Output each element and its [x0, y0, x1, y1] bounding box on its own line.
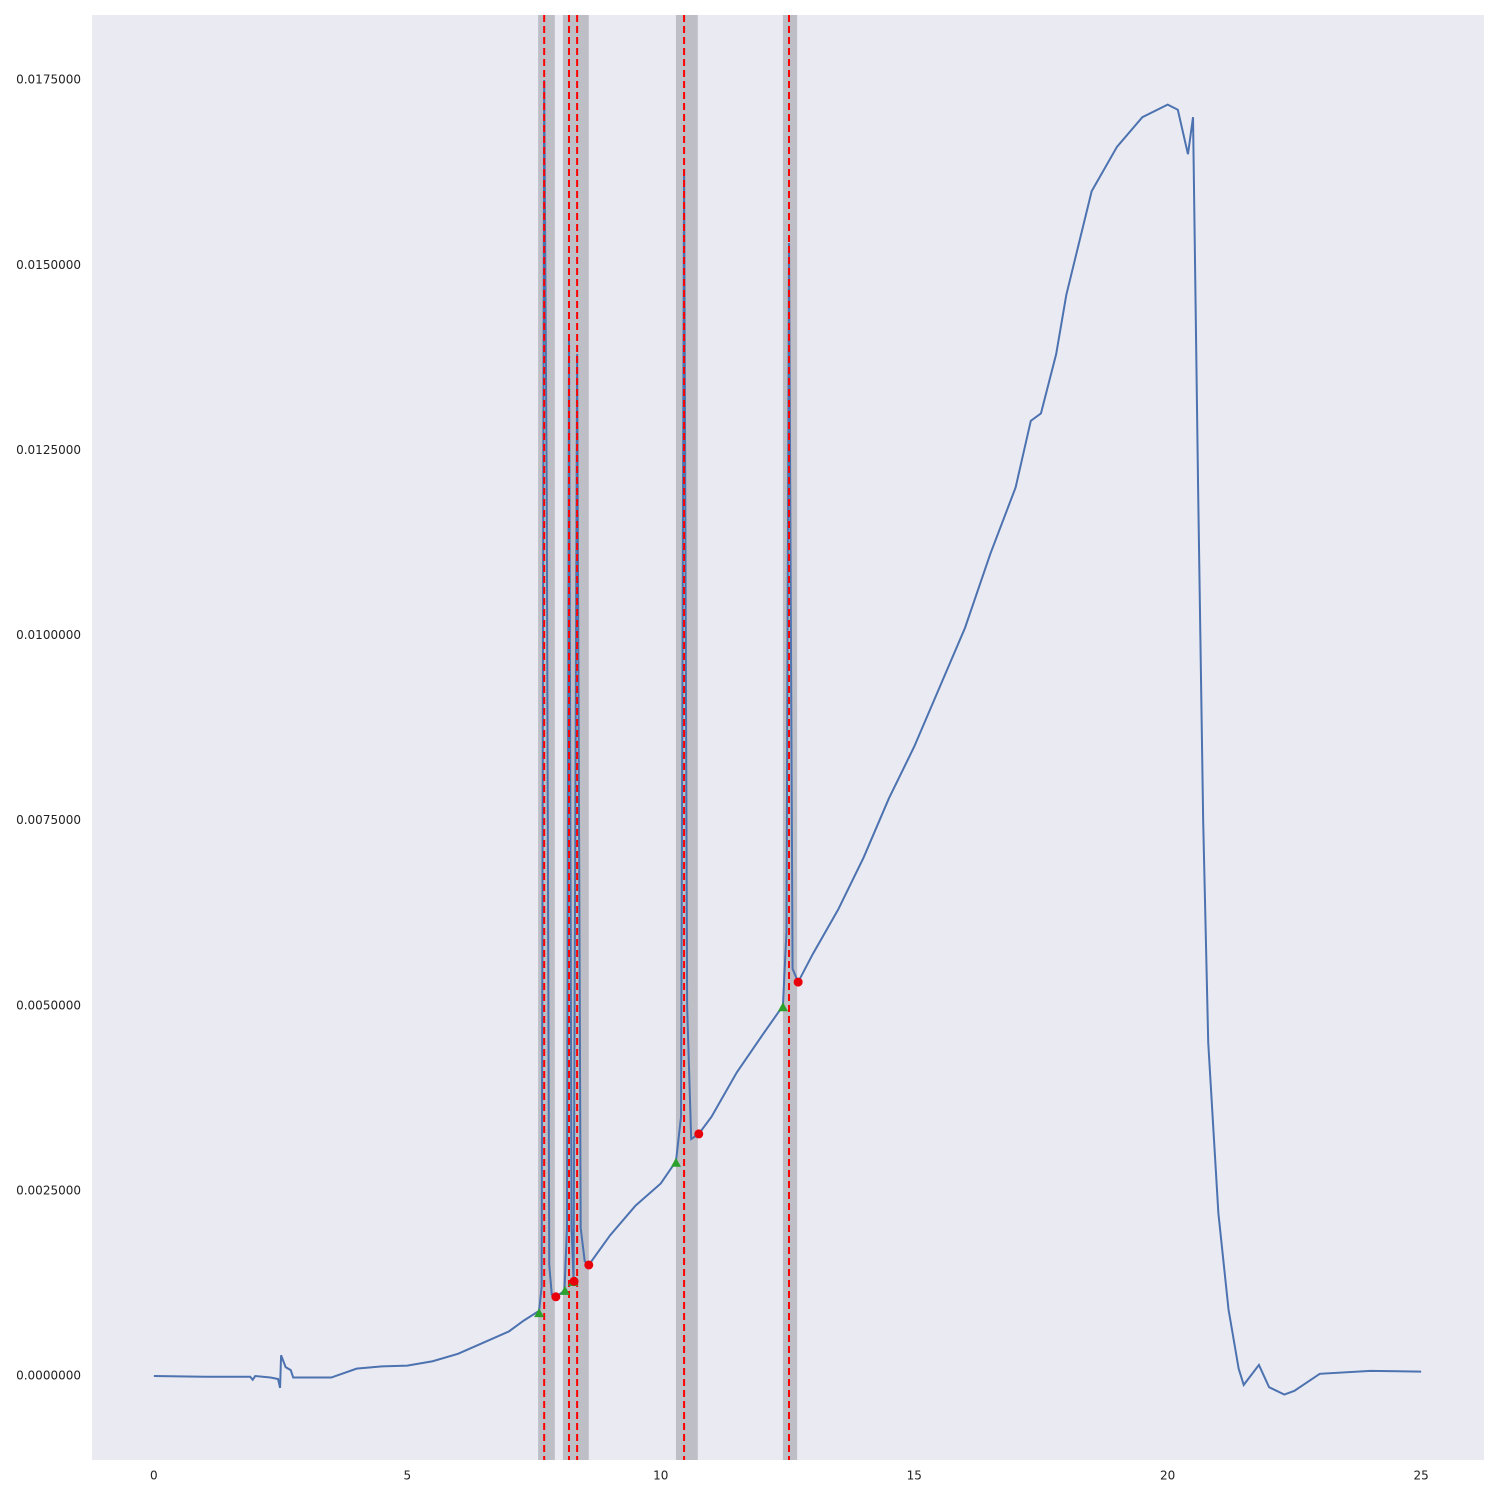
x-tick-label: 10	[653, 1469, 668, 1483]
y-tick-label: 0.0000000	[16, 1369, 81, 1383]
peak-end-marker	[569, 1276, 579, 1286]
x-tick-label: 5	[403, 1469, 411, 1483]
peak-span	[538, 15, 555, 1460]
peak-start-marker	[777, 1002, 788, 1012]
y-tick-label: 0.0050000	[16, 998, 81, 1012]
line	[153, 80, 1422, 1396]
peak-span	[782, 15, 798, 1460]
x-tick-label: 20	[1160, 1469, 1175, 1483]
peak-start-marker	[670, 1157, 681, 1167]
x-tick-label: 15	[907, 1469, 922, 1483]
y-tick-label: 0.0100000	[16, 628, 81, 642]
peak-end-marker	[694, 1129, 704, 1139]
y-tick-label: 0.0150000	[16, 258, 81, 272]
x-tick-label: 25	[1414, 1469, 1429, 1483]
y-tick-label: 0.0025000	[16, 1183, 81, 1197]
y-tick-label: 0.0075000	[16, 813, 81, 827]
peak-start-marker	[534, 1308, 545, 1318]
x-tick-label: 0	[150, 1469, 158, 1483]
peak-end-marker	[793, 977, 803, 987]
peak-end-marker	[551, 1292, 561, 1302]
y-tick-label: 0.0175000	[16, 73, 81, 87]
peak-start-marker	[559, 1285, 570, 1295]
y-tick-label: 0.0125000	[16, 443, 81, 457]
peak-end-marker	[584, 1260, 594, 1270]
